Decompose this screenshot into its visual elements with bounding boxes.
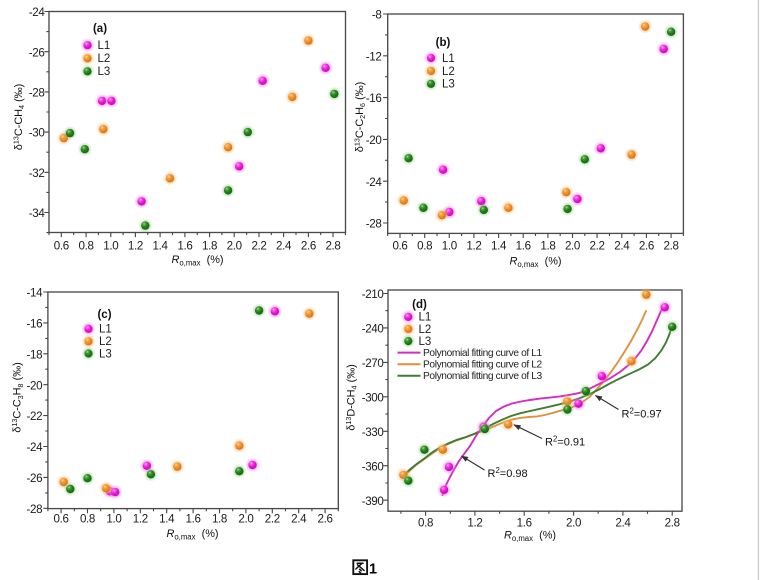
svg-text:1.2: 1.2 [466,239,481,252]
svg-text:-16: -16 [26,318,42,331]
svg-text:2.4: 2.4 [615,517,631,530]
svg-text:2.8: 2.8 [325,239,340,252]
svg-text:L1: L1 [98,40,111,52]
svg-text:δ13C-C2H6 (‰): δ13C-C2H6 (‰) [352,82,367,152]
svg-text:2.0: 2.0 [566,517,581,530]
svg-text:1.8: 1.8 [212,512,227,525]
svg-text:L2: L2 [98,53,111,65]
svg-text:R2=0.98: R2=0.98 [488,466,528,480]
svg-text:-240: -240 [362,323,384,336]
svg-text:L3: L3 [99,348,112,360]
svg-text:2.8: 2.8 [665,517,680,530]
svg-text:-28: -28 [26,503,42,516]
svg-text:0.6: 0.6 [54,512,69,525]
svg-text:(d): (d) [412,299,427,311]
svg-text:L1: L1 [99,324,112,336]
svg-text:-32: -32 [29,167,45,180]
svg-text:-26: -26 [29,46,45,59]
svg-text:1.6: 1.6 [517,517,532,530]
svg-text:1.0: 1.0 [442,239,457,252]
svg-text:2.4: 2.4 [614,239,630,252]
svg-text:L1: L1 [419,312,432,324]
svg-text:-360: -360 [362,460,384,473]
svg-text:-26: -26 [26,472,42,485]
svg-text:2.6: 2.6 [639,239,654,252]
svg-text:-30: -30 [29,127,45,140]
svg-text:L3: L3 [442,79,455,91]
svg-text:-24: -24 [26,441,43,454]
svg-text:-24: -24 [366,176,383,189]
svg-text:-20: -20 [366,134,382,147]
svg-text:Polynomial fitting curve of L3: Polynomial fitting curve of L3 [423,371,543,382]
svg-text:Polynomial fitting curve of L1: Polynomial fitting curve of L1 [423,348,543,359]
svg-text:1.0: 1.0 [103,239,118,252]
svg-text:2.4: 2.4 [276,239,292,252]
svg-text:2.2: 2.2 [590,239,605,252]
svg-text:1.4: 1.4 [491,239,507,252]
svg-text:Ro,max (%): Ro,max (%) [504,530,556,543]
svg-text:1.2: 1.2 [128,239,143,252]
svg-text:2.6: 2.6 [318,512,333,525]
svg-text:2.6: 2.6 [301,239,316,252]
svg-text:L2: L2 [99,336,112,348]
svg-text:0.8: 0.8 [417,239,432,252]
svg-text:1.6: 1.6 [186,512,201,525]
svg-text:δ13D-CH4 (‰): δ13D-CH4 (‰) [344,364,359,430]
svg-text:Ro,max (%): Ro,max (%) [166,528,218,541]
svg-text:1.6: 1.6 [516,239,531,252]
svg-text:-22: -22 [26,410,42,423]
svg-text:Polynomial fitting curve of L2: Polynomial fitting curve of L2 [423,360,543,371]
svg-text:-210: -210 [362,288,384,301]
svg-text:L3: L3 [98,66,111,78]
svg-text:-12: -12 [366,50,382,63]
svg-text:L2: L2 [442,66,455,78]
svg-text:1.8: 1.8 [540,239,555,252]
svg-text:(b): (b) [436,37,451,49]
svg-text:-14: -14 [26,287,43,300]
svg-text:2.0: 2.0 [565,239,580,252]
svg-text:0.8: 0.8 [79,239,94,252]
svg-text:-300: -300 [362,391,384,404]
svg-text:-28: -28 [29,87,45,100]
svg-text:1.4: 1.4 [159,512,175,525]
svg-text:2.0: 2.0 [227,239,242,252]
svg-text:L3: L3 [419,336,432,348]
svg-text:Ro,max (%): Ro,max (%) [509,256,561,269]
svg-text:1.4: 1.4 [153,239,169,252]
svg-text:1.2: 1.2 [133,512,148,525]
svg-text:-330: -330 [362,426,384,439]
svg-text:-24: -24 [29,6,46,19]
svg-text:-16: -16 [366,92,382,105]
svg-text:1.2: 1.2 [467,517,482,530]
svg-text:2.0: 2.0 [238,512,253,525]
svg-text:0.8: 0.8 [80,512,95,525]
svg-text:2.8: 2.8 [664,239,679,252]
svg-text:-8: -8 [372,9,382,22]
svg-text:L1: L1 [442,53,455,65]
svg-text:-390: -390 [362,495,384,508]
svg-text:(c): (c) [97,309,111,321]
svg-text:-20: -20 [26,379,42,392]
svg-text:-28: -28 [366,218,382,231]
svg-text:R2=0.91: R2=0.91 [545,435,585,449]
svg-text:δ13C-CH4 (‰): δ13C-CH4 (‰) [11,84,26,150]
svg-text:(a): (a) [93,23,107,35]
svg-text:0.8: 0.8 [418,517,433,530]
svg-text:δ13C-C3H8 (‰): δ13C-C3H8 (‰) [10,362,25,432]
svg-text:Ro,max (%): Ro,max (%) [171,254,223,267]
svg-text:-34: -34 [29,207,46,220]
svg-text:2.4: 2.4 [291,512,307,525]
svg-text:R2=0.97: R2=0.97 [622,407,662,421]
svg-text:0.6: 0.6 [54,239,69,252]
svg-text:1.6: 1.6 [177,239,192,252]
svg-text:-18: -18 [26,348,42,361]
svg-text:2.2: 2.2 [265,512,280,525]
svg-text:1.8: 1.8 [202,239,217,252]
svg-text:2.2: 2.2 [251,239,266,252]
svg-text:-270: -270 [362,357,384,370]
svg-text:0.6: 0.6 [392,239,407,252]
svg-text:1: 1 [369,562,377,578]
svg-text:1.0: 1.0 [106,512,121,525]
svg-text:L2: L2 [419,324,432,336]
